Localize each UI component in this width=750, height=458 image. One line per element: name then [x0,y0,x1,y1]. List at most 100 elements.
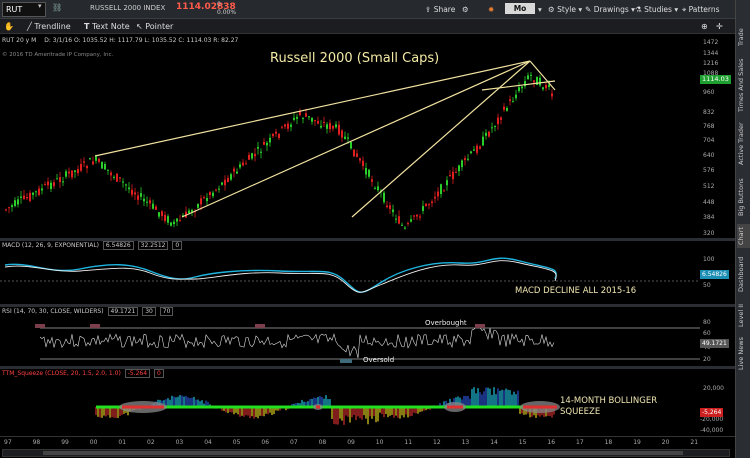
zoom-in-icon[interactable]: ⊕ [701,22,708,31]
pointer-button[interactable]: ↖ Pointer [136,22,174,31]
candle-body [8,207,10,209]
tab-big-buttons[interactable]: Big Buttons [737,178,745,216]
macd-panel[interactable]: MACD (12, 26, 9, EXPONENTIAL) 6.54826 32… [0,241,735,304]
candle-body [452,171,454,180]
candle-body [41,188,43,191]
rsi-overbought-marker [475,324,485,328]
candle-body [161,211,163,217]
candle-body [137,195,139,200]
aggregation-mode-button[interactable]: Mo [505,3,535,14]
rsi-panel[interactable]: RSI (14, 70, 30, CLOSE, WILDERS) 49.1721… [0,307,735,366]
candle-body [266,142,268,146]
candle-body [20,196,22,198]
tab-dashboard[interactable]: Dashboard [737,256,745,292]
time-tick: 15 [518,439,527,446]
time-tick: 98 [32,439,41,446]
candle-body [527,75,529,80]
candle-body [491,127,493,129]
candle-body [362,160,364,167]
patterns-button[interactable]: ⌖ Patterns [682,5,720,14]
candle-body [350,142,352,149]
share-button[interactable]: ⇪ Share [425,5,456,14]
textnote-button[interactable]: T Text Note [84,22,130,31]
panel-divider[interactable] [0,366,735,369]
time-axis[interactable]: 97 98 99 00 01 02 03 04 05 06 07 08 09 10 11 12 13 14 15 16… [0,436,735,458]
candle-body [332,125,334,129]
dropdown-chevron-icon[interactable]: ▾ [38,2,42,10]
candle-body [191,209,193,213]
squeeze-panel[interactable]: TTM_Squeeze (CLOSE, 20, 1.5, 2.0, 1.0) -… [0,369,735,436]
candle-body [386,205,388,208]
style-button[interactable]: ⚙ Style ▾ [548,5,583,14]
candle-body [443,190,445,192]
net-change: 0 [217,1,221,8]
candle-body [284,124,286,127]
link-chain-icon[interactable]: ⛓ [52,3,63,12]
candle-body [497,117,499,125]
candle-body [53,182,55,187]
trendline-button[interactable]: ╱ Trendline [27,22,71,31]
tab-live-news[interactable]: Live News [737,337,745,371]
chart-settings-gear-icon[interactable]: ⚙ [462,5,469,14]
candle-body [377,186,379,191]
scroll-thumb[interactable] [43,451,683,455]
crosshair-icon[interactable]: ✛ [716,22,723,31]
trendline[interactable] [181,60,531,218]
time-tick: 99 [61,439,69,446]
macd-tick: 50 [703,282,711,289]
rsi-line [39,326,555,359]
price-tick: 1472 [703,39,719,46]
trendline[interactable] [94,60,531,157]
candle-body [533,80,535,83]
candle-body [233,168,235,172]
candle-body [293,117,295,120]
hand-icon[interactable]: ✋ [4,22,14,31]
candle-body [260,151,262,153]
candle-body [224,179,226,186]
squeeze-tag: -5,264 [700,408,724,417]
panel-divider[interactable] [0,304,735,307]
drawings-button[interactable]: ✎ Drawings ▾ [585,5,635,14]
candle-body [281,126,283,128]
candle-body [353,149,355,157]
tab-level-ii[interactable]: Level II [737,303,745,327]
symbol-input[interactable]: RUT [2,2,46,17]
tab-times-and-sales[interactable]: Times And Sales [737,58,745,112]
flask-icon: ⚗ [635,5,642,14]
candle-body [89,158,91,160]
scroll-track[interactable] [2,449,730,457]
candle-body [104,163,106,170]
candle-body [149,200,151,204]
candle-body [86,166,88,169]
tab-trade[interactable]: Trade [737,28,745,46]
tab-chart[interactable]: Chart [737,224,750,248]
side-tab-strip: Trade Times And Sales Active Trader Big … [735,0,750,458]
candle-body [167,216,169,223]
macd-tick: 100 [703,256,715,263]
price-panel[interactable]: RUT 20 y M D: 3/1/16 O: 1035.52 H: 1117.… [0,35,735,238]
trendline[interactable] [529,60,556,91]
rsi-overbought-marker [255,324,265,328]
trendline[interactable] [481,80,556,91]
panel-divider[interactable] [0,238,735,241]
candle-body [143,198,145,202]
time-tick: 10 [375,439,384,446]
rsi-tick: 20 [703,356,711,363]
candle-body [218,188,220,190]
flame-icon[interactable]: ✹ [488,5,495,14]
candle-body [242,162,244,166]
ohlc-readout: D: 3/1/16 O: 1035.52 H: 1117.79 L: 1035.… [44,37,239,44]
candle-body [17,199,19,205]
candle-body [536,77,538,85]
price-tick: 576 [703,167,715,174]
candle-body [392,209,394,213]
aggregation-dropdown-icon[interactable]: ▾ [538,5,542,14]
trendline[interactable] [351,60,531,218]
macd-line [4,257,557,293]
studies-button[interactable]: ⚗ Studies ▾ [635,5,679,14]
candle-body [287,123,289,129]
candle-body [239,164,241,168]
tab-active-trader[interactable]: Active Trader [737,122,745,166]
candle-body [56,178,58,180]
price-tick: 640 [703,152,715,159]
